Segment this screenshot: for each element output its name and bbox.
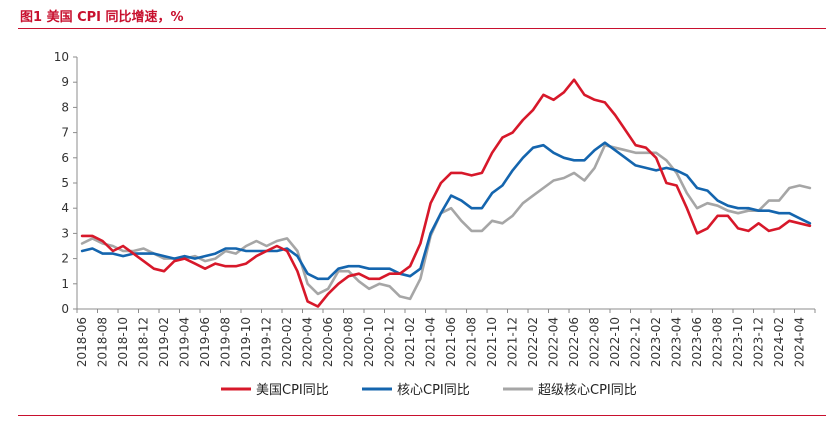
- x-tick-label: 2021-08: [465, 317, 479, 367]
- series-line-0: [80, 78, 812, 308]
- x-tick-label: 2024-02: [772, 317, 786, 367]
- x-tick-label: 2021-02: [403, 317, 417, 367]
- x-tick-label: 2018-12: [137, 317, 151, 367]
- series-line-2: [80, 143, 812, 301]
- y-tick-label: 4: [61, 201, 69, 215]
- x-tick-label: 2021-06: [444, 317, 458, 367]
- x-tick-label: 2021-12: [506, 317, 520, 367]
- y-tick-label: 3: [61, 226, 69, 240]
- x-tick-label: 2024-04: [793, 317, 807, 367]
- x-tick-label: 2018-06: [75, 317, 89, 367]
- series-lines: [80, 78, 812, 308]
- x-tick-label: 2020-10: [362, 317, 376, 367]
- x-tick-label: 2021-04: [424, 317, 438, 367]
- x-tick-label: 2019-04: [178, 317, 192, 367]
- x-tick-label: 2022-12: [629, 317, 643, 367]
- x-tick-label: 2019-12: [260, 317, 274, 367]
- x-tick-label: 2023-02: [649, 317, 663, 367]
- legend-label-2: 超级核心CPI同比: [538, 383, 637, 398]
- y-tick-label: 7: [61, 126, 69, 140]
- x-tick-label: 2020-02: [280, 317, 294, 367]
- y-tick-label: 9: [61, 75, 69, 89]
- x-tick-label: 2019-02: [157, 317, 171, 367]
- legend: 美国CPI同比 核心CPI同比 超级核心CPI同比: [221, 383, 637, 398]
- x-tick-label: 2022-08: [588, 317, 602, 367]
- x-tick-label: 2019-08: [219, 317, 233, 367]
- series-line-1: [80, 141, 812, 281]
- title-divider: [18, 28, 826, 29]
- x-tick-label: 2021-10: [485, 317, 499, 367]
- y-tick-label: 6: [61, 151, 69, 165]
- legend-label-1: 核心CPI同比: [397, 383, 470, 398]
- x-tick-label: 2023-04: [670, 317, 684, 367]
- x-tick-label: 2020-12: [383, 317, 397, 367]
- x-tick-label: 2019-10: [239, 317, 253, 367]
- x-tick-label: 2023-12: [752, 317, 766, 367]
- x-tick-label: 2022-02: [526, 317, 540, 367]
- x-tick-label: 2023-10: [731, 317, 745, 367]
- x-tick-label: 2022-04: [547, 317, 561, 367]
- x-tick-label: 2023-06: [690, 317, 704, 367]
- x-tick-label: 2022-10: [608, 317, 622, 367]
- y-tick-label: 10: [54, 50, 69, 64]
- figure-title: 图1 美国 CPI 同比增速，%: [20, 10, 184, 25]
- x-tick-label: 2018-08: [96, 317, 110, 367]
- y-tick-label: 2: [61, 252, 69, 266]
- x-tick-label: 2022-06: [567, 317, 581, 367]
- legend-label-0: 美国CPI同比: [256, 383, 329, 398]
- x-tick-label: 2020-08: [342, 317, 356, 367]
- footer-divider: [18, 415, 826, 416]
- x-tick-label: 2023-08: [711, 317, 725, 367]
- y-tick-label: 5: [61, 176, 69, 190]
- x-tick-label: 2018-10: [116, 317, 130, 367]
- x-tick-label: 2020-04: [301, 317, 315, 367]
- axes: 0 1 2 3 4 5 6 7 8 9 10 2018-06 2018-08 2018-10 2018-12…: [54, 50, 816, 367]
- x-tick-label: 2020-06: [321, 317, 335, 367]
- y-tick-label: 8: [61, 100, 69, 114]
- x-tick-label: 2019-06: [198, 317, 212, 367]
- y-tick-label: 1: [61, 277, 69, 291]
- y-tick-label: 0: [61, 302, 69, 316]
